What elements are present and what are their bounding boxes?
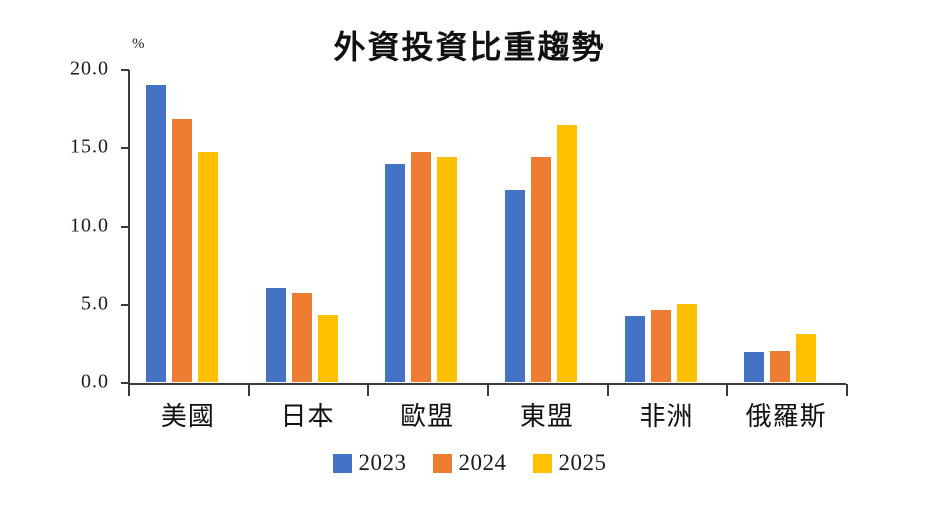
bar[interactable] (624, 316, 645, 382)
bar[interactable] (291, 292, 312, 382)
bar[interactable] (385, 164, 406, 382)
x-axis-tick (726, 384, 728, 396)
chart-legend: 2023 2024 2025 (0, 450, 939, 476)
x-axis-tick (487, 384, 489, 396)
bar[interactable] (265, 288, 286, 382)
legend-label: 2024 (458, 450, 507, 475)
legend-swatch-icon (532, 453, 552, 473)
y-axis-tick-label: 5.0 (81, 292, 109, 315)
y-axis-tick-label: 20.0 (70, 57, 109, 80)
bar[interactable] (172, 119, 192, 382)
y-axis-tick: 5.0 (81, 292, 129, 314)
legend-item[interactable]: 2023 (332, 450, 407, 476)
y-axis-tick-label: 0.0 (81, 370, 109, 393)
x-axis-tick (846, 384, 848, 396)
bar[interactable] (770, 350, 791, 382)
legend-label: 2025 (558, 450, 607, 475)
x-axis-tick (248, 384, 250, 396)
x-axis-category-label: 美國 (160, 402, 215, 431)
x-axis-category-label: 日本 (280, 402, 335, 431)
legend-item[interactable]: 2025 (532, 450, 607, 476)
bar-group (385, 69, 458, 382)
y-axis-tick-label: 10.0 (70, 214, 109, 236)
bar[interactable] (676, 303, 697, 382)
x-axis-tick (128, 384, 130, 396)
bar-group (744, 69, 817, 382)
bar[interactable] (198, 151, 218, 382)
y-axis-tick-label: 15.0 (70, 135, 109, 158)
x-axis-tick (367, 384, 369, 396)
bar[interactable] (437, 156, 458, 382)
bar[interactable] (146, 84, 166, 382)
x-axis-tick (607, 384, 609, 396)
x-axis-category-label: 東盟 (519, 402, 574, 431)
x-axis-category-label: 俄羅斯 (745, 402, 827, 431)
bar-group (265, 69, 338, 382)
legend-label: 2023 (358, 450, 407, 475)
bar-group (505, 69, 577, 382)
bar[interactable] (557, 125, 577, 382)
bar[interactable] (505, 189, 525, 382)
bar[interactable] (317, 314, 338, 382)
y-axis-tick: 0.0 (81, 371, 129, 393)
bar[interactable] (531, 156, 551, 382)
legend-swatch-icon (332, 453, 352, 473)
y-axis-unit-label: % (132, 36, 145, 52)
y-axis-tick: 10.0 (70, 214, 129, 236)
y-axis-line (128, 70, 130, 385)
plot-area: 0.0 5.0 10.0 15.0 20.0 (70, 58, 848, 396)
bar[interactable] (411, 151, 432, 382)
bar[interactable] (796, 333, 817, 382)
x-axis-category-label: 歐盟 (400, 402, 455, 431)
chart-title: 外資投資比重趨勢 (333, 29, 606, 65)
bar[interactable] (650, 310, 671, 382)
legend-swatch-icon (432, 453, 452, 473)
bar-group (624, 69, 697, 382)
x-axis-category-label: 非洲 (639, 402, 694, 431)
y-axis-tick: 15.0 (70, 136, 129, 158)
y-axis-tick: 20.0 (70, 58, 129, 80)
legend-item[interactable]: 2024 (432, 450, 507, 476)
bar-group (146, 69, 218, 382)
bar[interactable] (744, 352, 765, 382)
